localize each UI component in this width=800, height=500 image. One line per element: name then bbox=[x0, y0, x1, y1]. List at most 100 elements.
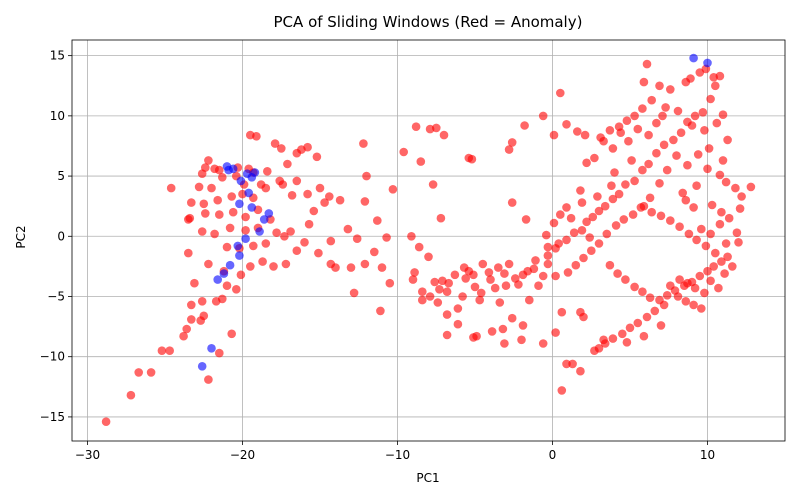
anomaly-point bbox=[501, 281, 511, 291]
anomaly-point bbox=[735, 204, 745, 213]
anomaly-point bbox=[272, 228, 281, 237]
anomaly-point bbox=[661, 103, 670, 112]
anomaly-point bbox=[706, 229, 715, 239]
anomaly-point bbox=[645, 193, 655, 203]
anomaly-point bbox=[315, 183, 325, 193]
anomaly-point bbox=[630, 111, 639, 121]
anomaly-point bbox=[490, 283, 500, 293]
anomaly-point bbox=[428, 180, 438, 189]
anomaly-point bbox=[179, 331, 188, 341]
anomaly-point bbox=[587, 246, 596, 255]
anomaly-point bbox=[520, 121, 529, 130]
anomaly-point bbox=[498, 324, 508, 334]
anomaly-point bbox=[542, 230, 551, 240]
anomaly-point bbox=[602, 229, 612, 239]
normal-point bbox=[259, 215, 269, 224]
normal-point bbox=[213, 275, 222, 284]
anomaly-point bbox=[644, 130, 653, 140]
anomaly-point bbox=[538, 339, 548, 348]
anomaly-point bbox=[645, 293, 655, 303]
anomaly-point bbox=[484, 268, 494, 277]
anomaly-point bbox=[715, 219, 725, 229]
anomaly-point bbox=[232, 285, 241, 294]
anomaly-point bbox=[101, 417, 111, 427]
anomaly-point bbox=[605, 126, 615, 135]
anomaly-point bbox=[204, 156, 213, 165]
x-tick-label: −10 bbox=[385, 448, 410, 462]
anomaly-point bbox=[241, 212, 250, 222]
anomaly-point bbox=[335, 195, 345, 205]
y-tick-label: −10 bbox=[40, 350, 65, 364]
anomaly-point bbox=[619, 215, 629, 224]
anomaly-point bbox=[187, 300, 196, 310]
chart-title: PCA of Sliding Windows (Red = Anomaly) bbox=[274, 13, 583, 31]
anomaly-point bbox=[166, 183, 176, 193]
y-tick-label: −15 bbox=[40, 410, 65, 424]
anomaly-point bbox=[320, 198, 329, 207]
anomaly-point bbox=[352, 234, 362, 243]
anomaly-point bbox=[453, 304, 463, 313]
anomaly-point bbox=[227, 329, 236, 339]
anomaly-point bbox=[504, 145, 514, 154]
anomaly-point bbox=[436, 213, 446, 223]
anomaly-point bbox=[507, 313, 517, 323]
anomaly-point bbox=[642, 312, 652, 322]
anomaly-point bbox=[450, 270, 460, 280]
anomaly-point bbox=[359, 139, 368, 148]
anomaly-point bbox=[331, 263, 340, 272]
anomaly-point bbox=[630, 176, 639, 186]
anomaly-point bbox=[218, 173, 227, 182]
anomaly-point bbox=[644, 159, 653, 169]
normal-point bbox=[244, 188, 253, 198]
anomaly-point bbox=[424, 252, 433, 262]
anomaly-point bbox=[594, 239, 604, 248]
anomaly-point bbox=[639, 331, 649, 341]
anomaly-point bbox=[687, 121, 697, 130]
anomaly-point bbox=[197, 227, 207, 236]
normal-point bbox=[703, 58, 712, 68]
anomaly-point bbox=[728, 262, 737, 271]
anomaly-point bbox=[613, 269, 622, 278]
y-tick-label: −5 bbox=[47, 289, 65, 303]
anomaly-point bbox=[709, 262, 718, 271]
anomaly-point bbox=[622, 338, 632, 347]
anomaly-point bbox=[433, 298, 443, 307]
anomaly-point bbox=[557, 386, 567, 395]
anomaly-point bbox=[399, 147, 409, 157]
anomaly-point bbox=[280, 232, 289, 241]
anomaly-point bbox=[377, 263, 387, 272]
anomaly-point bbox=[185, 213, 195, 223]
anomaly-point bbox=[706, 94, 715, 104]
anomaly-point bbox=[388, 185, 398, 194]
anomaly-point bbox=[551, 271, 560, 281]
anomaly-point bbox=[576, 186, 585, 195]
anomaly-point bbox=[184, 248, 193, 258]
anomaly-point bbox=[458, 292, 467, 301]
anomaly-point bbox=[600, 201, 610, 211]
anomaly-point bbox=[569, 228, 579, 237]
anomaly-point bbox=[700, 126, 709, 135]
anomaly-point bbox=[616, 128, 625, 137]
normal-point bbox=[235, 199, 244, 209]
anomaly-point bbox=[249, 241, 258, 251]
anomaly-point bbox=[281, 259, 291, 269]
anomaly-point bbox=[675, 222, 684, 231]
anomaly-point bbox=[625, 323, 635, 333]
anomaly-point bbox=[246, 262, 255, 271]
anomaly-point bbox=[213, 195, 222, 205]
anomaly-point bbox=[701, 241, 711, 251]
anomaly-point bbox=[630, 282, 639, 292]
anomaly-point bbox=[215, 210, 224, 219]
anomaly-point bbox=[543, 242, 553, 252]
anomaly-point bbox=[453, 319, 463, 329]
anomaly-point bbox=[182, 324, 191, 334]
anomaly-point bbox=[724, 213, 734, 223]
anomaly-point bbox=[655, 179, 664, 188]
anomaly-point bbox=[721, 239, 731, 248]
anomaly-point bbox=[432, 123, 441, 133]
anomaly-point bbox=[500, 339, 509, 348]
anomaly-point bbox=[218, 294, 227, 304]
anomaly-point bbox=[594, 344, 604, 353]
normal-point bbox=[197, 362, 207, 371]
